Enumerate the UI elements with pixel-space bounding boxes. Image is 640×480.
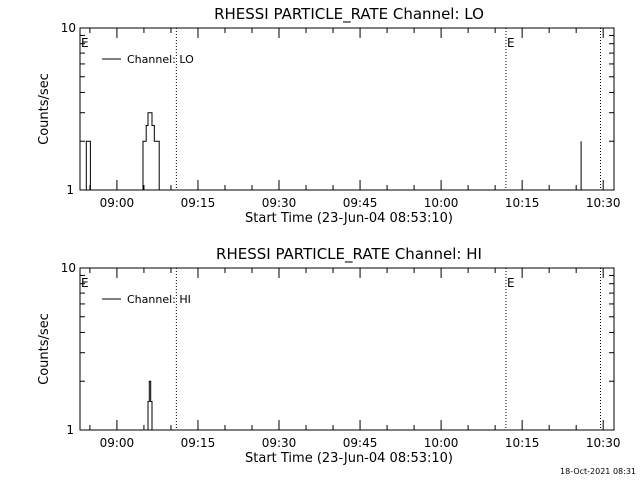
event-marker-label: E xyxy=(81,276,89,290)
x-tick-label: 09:00 xyxy=(100,196,135,210)
x-tick-label: 10:15 xyxy=(505,436,540,450)
x-tick-label: 09:30 xyxy=(262,196,297,210)
panel-hi: RHESSI PARTICLE_RATE Channel: HI 1 10 Count… xyxy=(37,245,620,466)
x-tick-label: 09:30 xyxy=(262,436,297,450)
y-tick-label: 1 xyxy=(66,183,74,197)
event-marker-label: E xyxy=(81,36,89,50)
series-line-segment xyxy=(146,380,153,431)
plot-frame xyxy=(79,27,615,191)
y-tick-label: 10 xyxy=(61,261,76,275)
series-line-segment xyxy=(140,112,160,191)
x-tick-label: 09:15 xyxy=(181,196,216,210)
x-tick-label: 09:45 xyxy=(343,436,378,450)
legend-label: Channel: LO xyxy=(127,53,194,66)
x-tick-label: 09:00 xyxy=(100,436,135,450)
legend-label: Channel: HI xyxy=(127,293,191,306)
chart-title: RHESSI PARTICLE_RATE Channel: LO xyxy=(214,5,484,24)
x-tick-label: 10:30 xyxy=(586,196,621,210)
event-marker-label: E xyxy=(507,36,515,50)
x-tick-label: 09:15 xyxy=(181,436,216,450)
panel-lo: RHESSI PARTICLE_RATE Channel: LO 1 10 Count… xyxy=(37,5,620,226)
chart-title: RHESSI PARTICLE_RATE Channel: HI xyxy=(216,245,482,264)
x-tick-label: 10:00 xyxy=(424,196,459,210)
x-axis-label: Start Time (23-Jun-04 08:53:10) xyxy=(245,451,453,466)
x-tick-label: 10:15 xyxy=(505,196,540,210)
x-tick-label: 10:30 xyxy=(586,436,621,450)
x-tick-label: 09:45 xyxy=(343,196,378,210)
series-line-segment xyxy=(84,140,91,191)
footer-timestamp: 18-Oct-2021 08:31 xyxy=(560,467,636,476)
x-tick-label: 10:00 xyxy=(424,436,459,450)
x-axis-label: Start Time (23-Jun-04 08:53:10) xyxy=(245,211,453,226)
series-line-segment xyxy=(578,141,582,191)
y-axis-label: Counts/sec xyxy=(37,73,52,145)
y-tick-label: 1 xyxy=(66,423,74,437)
y-axis-label: Counts/sec xyxy=(37,313,52,385)
y-tick-label: 10 xyxy=(61,21,76,35)
plot-frame xyxy=(79,267,615,431)
event-marker-label: E xyxy=(507,276,515,290)
